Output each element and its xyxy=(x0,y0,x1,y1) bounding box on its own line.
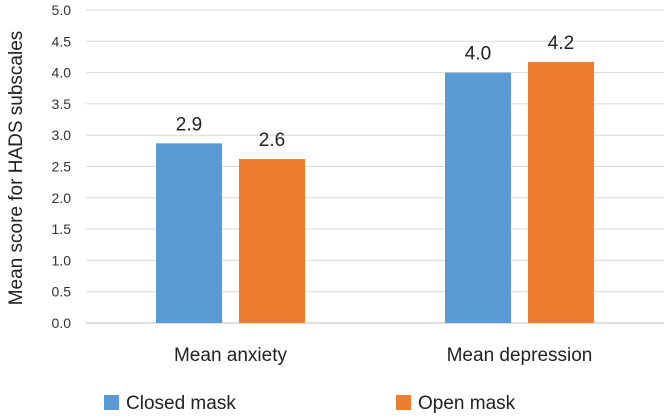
data-label: 4.0 xyxy=(465,44,491,65)
category-label: Mean depression xyxy=(447,345,593,366)
y-tick-label: 4.5 xyxy=(52,33,72,49)
data-label: 4.2 xyxy=(548,33,574,54)
bars xyxy=(156,61,594,323)
y-tick-label: 3.0 xyxy=(52,127,72,143)
legend-swatch xyxy=(104,395,119,410)
y-axis-title: Mean score for HADS subscales xyxy=(6,31,27,306)
y-tick-label: 0.5 xyxy=(52,284,72,300)
category-labels: Mean anxiety Mean depression xyxy=(174,345,592,366)
data-labels: 2.9 2.6 4.0 4.2 xyxy=(176,33,574,151)
category-label: Mean anxiety xyxy=(174,345,288,366)
y-tick-label: 3.5 xyxy=(52,96,72,112)
legend-label: Open mask xyxy=(418,393,516,414)
y-tick-label: 5.0 xyxy=(52,2,72,18)
y-tick-label: 1.5 xyxy=(52,221,72,237)
y-tick-label: 2.0 xyxy=(52,190,72,206)
bar-open-mask xyxy=(239,158,305,323)
y-tick-label: 2.5 xyxy=(52,159,72,175)
y-axis-tick-labels: 0.0 0.5 1.0 1.5 2.0 2.5 3.0 3.5 4.0 4.5 5.0 xyxy=(52,2,72,331)
y-tick-label: 1.0 xyxy=(52,252,72,268)
legend-label: Closed mask xyxy=(126,393,236,414)
legend: Closed mask Open mask xyxy=(104,393,516,414)
bar-closed-mask xyxy=(156,143,222,323)
y-tick-label: 0.0 xyxy=(52,315,72,331)
bar-closed-mask xyxy=(445,72,511,323)
legend-swatch xyxy=(396,395,411,410)
data-label: 2.9 xyxy=(176,114,202,135)
data-label: 2.6 xyxy=(259,130,285,151)
bar-open-mask xyxy=(528,61,594,323)
y-tick-label: 4.0 xyxy=(52,65,72,81)
